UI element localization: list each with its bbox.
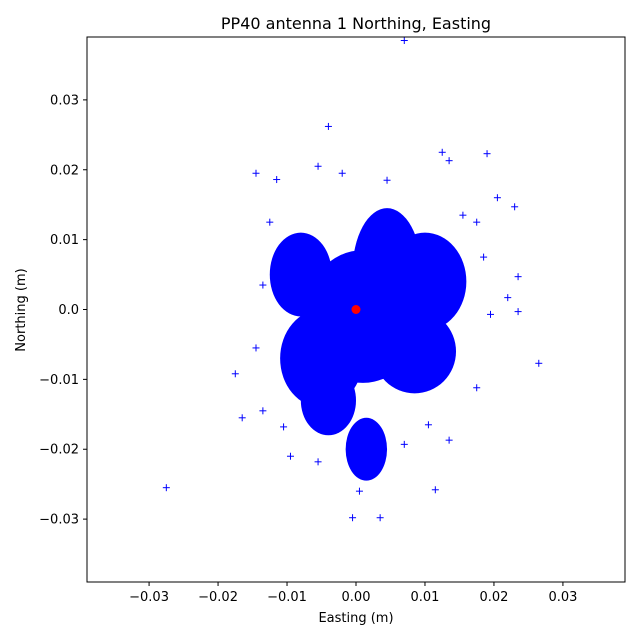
y-tick-label: 0.03 <box>50 93 79 108</box>
reference-point <box>351 305 361 314</box>
chart-title: PP40 antenna 1 Northing, Easting <box>221 14 491 33</box>
data-point <box>266 218 274 226</box>
x-tick-label: −0.03 <box>129 590 169 605</box>
data-point <box>369 470 377 478</box>
data-point <box>473 384 481 392</box>
data-point <box>324 122 332 130</box>
cloud-blob <box>269 232 332 317</box>
data-point <box>514 273 522 281</box>
cloud-blob <box>345 417 388 481</box>
y-axis-label: Northing (m) <box>14 268 29 351</box>
data-point <box>483 150 491 158</box>
data-point <box>252 344 260 352</box>
data-point <box>504 294 512 302</box>
data-point <box>535 359 543 367</box>
data-point <box>273 176 281 184</box>
x-tick-label: 0.00 <box>342 590 371 605</box>
data-point <box>431 486 439 494</box>
y-tick-label: 0.01 <box>50 233 79 248</box>
y-tick-label: −0.02 <box>39 443 79 458</box>
data-point <box>376 514 384 522</box>
data-point <box>459 211 467 219</box>
data-point <box>400 440 408 448</box>
data-point <box>286 452 294 460</box>
data-point <box>314 458 322 466</box>
data-point <box>238 414 246 422</box>
y-ticks: −0.03 −0.02 −0.01 0.0 0.01 0.02 0.03 <box>39 93 87 528</box>
data-point <box>355 487 363 495</box>
data-point <box>438 148 446 156</box>
x-tick-label: 0.02 <box>479 590 508 605</box>
data-point <box>514 308 522 316</box>
y-tick-label: −0.03 <box>39 513 79 528</box>
data-point <box>162 484 170 492</box>
x-tick-label: 0.01 <box>410 590 439 605</box>
data-point <box>445 436 453 444</box>
data-point <box>259 281 267 289</box>
data-point <box>349 514 357 522</box>
data-point <box>480 253 488 261</box>
scatter-points <box>162 36 543 522</box>
data-point <box>231 370 239 378</box>
plot-frame <box>86 36 626 583</box>
scatter-cloud <box>269 208 467 481</box>
cloud-blob <box>373 309 457 394</box>
x-tick-label: 0.03 <box>548 590 577 605</box>
cloud-blob <box>383 232 467 331</box>
y-tick-label: 0.02 <box>50 163 79 178</box>
cloud-blob <box>300 365 356 436</box>
y-tick-label: 0.0 <box>58 303 79 318</box>
data-point <box>338 169 346 177</box>
data-point <box>280 423 288 431</box>
x-tick-label: −0.01 <box>267 590 307 605</box>
data-point <box>314 162 322 170</box>
data-point <box>473 218 481 226</box>
data-point <box>424 421 432 429</box>
data-point <box>445 157 453 165</box>
data-point <box>259 407 267 415</box>
x-tick-label: −0.02 <box>198 590 238 605</box>
data-point <box>511 203 519 211</box>
data-point <box>493 194 501 202</box>
x-ticks: −0.03 −0.02 −0.01 0.00 0.01 0.02 0.03 <box>129 582 577 605</box>
data-point <box>383 176 391 184</box>
data-point <box>400 36 408 44</box>
data-point <box>487 310 494 318</box>
x-axis-label: Easting (m) <box>318 611 393 626</box>
data-point <box>252 169 260 177</box>
y-tick-label: −0.01 <box>39 373 79 388</box>
